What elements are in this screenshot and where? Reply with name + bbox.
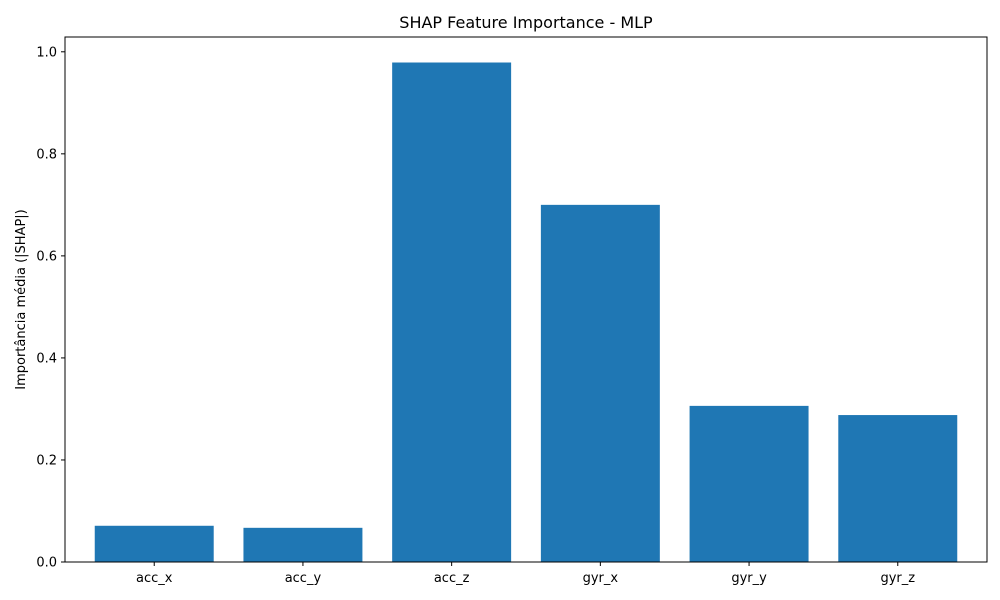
bar-acc_x (94, 525, 214, 562)
x-axis-ticks: acc_x acc_y acc_z gyr_x gyr_y gyr_z (136, 562, 915, 586)
x-tick-label: acc_x (136, 571, 173, 586)
y-axis-label: Importância média (|SHAP|) (14, 209, 29, 390)
plot-frame (64, 36, 988, 563)
y-tick-label: 0.2 (36, 453, 57, 468)
x-tick-label: gyr_x (583, 571, 619, 586)
y-tick-label: 0.6 (36, 249, 57, 264)
chart-title: SHAP Feature Importance - MLP (399, 13, 653, 32)
bar-gyr_z (838, 415, 958, 562)
bars-group (94, 62, 958, 563)
y-tick-label: 0.0 (36, 556, 57, 571)
x-tick-label: gyr_y (731, 571, 767, 586)
x-tick-label: acc_z (434, 571, 470, 586)
y-tick-label: 1.0 (36, 45, 57, 60)
bar-gyr_y (689, 405, 809, 562)
y-tick-label: 0.8 (36, 147, 57, 162)
y-tick-label: 0.4 (36, 351, 57, 366)
bar-acc_z (392, 62, 512, 563)
x-tick-label: gyr_z (880, 571, 915, 586)
bar-acc_y (243, 527, 363, 562)
x-tick-label: acc_y (285, 571, 322, 586)
y-axis-ticks: 0.0 0.2 0.4 0.6 0.8 1.0 (36, 45, 65, 571)
bar-gyr_x (540, 204, 660, 562)
